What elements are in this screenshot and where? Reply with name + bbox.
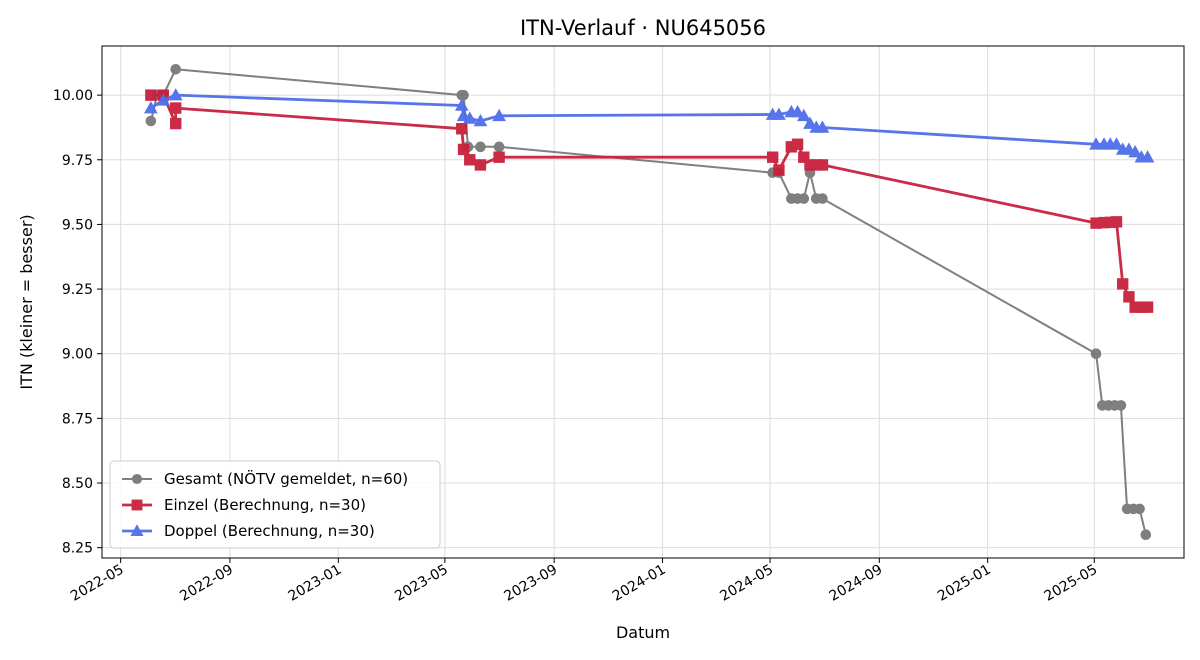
series-gesamt-point <box>1140 529 1152 541</box>
x-axis-label: Datum <box>616 623 670 642</box>
y-tick-label: 9.75 <box>62 153 93 169</box>
series-gesamt-point <box>798 193 810 204</box>
series-doppel-point <box>1128 144 1142 158</box>
y-tick-label: 8.50 <box>62 476 93 492</box>
x-tick-label: 2023-09 <box>502 562 561 605</box>
series-gesamt-point <box>458 89 469 101</box>
series-gesamt-point <box>1115 400 1127 411</box>
x-tick-label: 2022-05 <box>68 562 127 605</box>
series-doppel-point <box>772 107 786 120</box>
legend-marker <box>131 473 143 485</box>
series-doppel-point <box>144 101 158 114</box>
x-tick-label: 2023-01 <box>286 562 345 605</box>
series-einzel-point <box>791 138 804 150</box>
series-einzel-line <box>150 93 1148 309</box>
series-einzel-point <box>493 151 505 163</box>
series-einzel-point <box>773 164 785 176</box>
chart-title: ITN-Verlauf · NU645056 <box>520 16 766 40</box>
series-einzel-point <box>474 159 487 171</box>
legend-label: Gesamt (NÖTV gemeldet, n=60) <box>164 469 408 488</box>
x-tick-label: 2025-05 <box>1042 562 1101 605</box>
series-doppel-point <box>1109 137 1124 150</box>
y-tick-label: 9.50 <box>62 217 93 233</box>
y-tick-label: 8.75 <box>62 411 93 427</box>
series-doppel-point <box>492 108 506 122</box>
x-tick-label: 2025-01 <box>935 562 994 605</box>
series-einzel-point <box>1123 291 1135 303</box>
series-einzel-point <box>456 123 468 135</box>
plot-frame <box>101 45 1185 559</box>
series-doppel-point <box>168 88 183 101</box>
series-gesamt-point <box>170 63 182 75</box>
x-tick-label: 2023-05 <box>392 562 451 605</box>
legend-entry <box>122 499 152 511</box>
series-doppel-point <box>796 108 811 122</box>
series-doppel-point <box>815 120 830 133</box>
x-tick-label: 2024-05 <box>717 562 776 605</box>
legend: Gesamt (NÖTV gemeldet, n=60) Einzel (Bere… <box>109 460 441 549</box>
series-einzel-point <box>816 159 829 171</box>
y-axis-label: ITN (kleiner = besser) <box>17 214 36 389</box>
legend-box <box>109 460 441 549</box>
x-tick-label: 2022-09 <box>177 562 236 605</box>
series-doppel-line <box>150 93 1148 159</box>
series-doppel-point <box>1140 150 1155 163</box>
series-doppel-point <box>454 98 469 111</box>
legend-label: Doppel (Berechnung, n=30) <box>164 522 375 540</box>
x-axis: 2022-05 2022-09 2023-01 2023-05 2023-09 2024-… <box>68 558 1100 605</box>
series-gesamt-point <box>1134 503 1145 515</box>
legend-entry <box>122 473 152 485</box>
y-tick-label: 8.25 <box>62 541 93 557</box>
series-gesamt-point <box>817 193 828 204</box>
series-einzel-point <box>464 154 476 166</box>
y-axis: 8.25 8.50 8.75 9.00 9.25 9.50 9.75 10.00 <box>53 88 102 557</box>
series-doppel-point <box>156 93 171 106</box>
series-einzel-point <box>766 151 779 163</box>
series-einzel-point <box>1117 278 1129 290</box>
series-gesamt-point <box>1090 348 1102 360</box>
series-einzel-point <box>170 117 182 130</box>
series-einzel-point <box>1141 301 1154 313</box>
series-gesamt-point <box>475 141 486 153</box>
legend-marker <box>130 524 144 537</box>
legend-label: Einzel (Berechnung, n=30) <box>164 496 366 514</box>
series-einzel-point <box>145 89 157 101</box>
plot-series <box>144 63 1155 541</box>
series-einzel-point <box>1110 216 1123 228</box>
series-doppel-point <box>803 116 817 129</box>
x-tick-label: 2024-09 <box>827 562 886 605</box>
y-tick-label: 9.25 <box>62 282 93 298</box>
series-doppel-point <box>790 104 805 118</box>
x-tick-label: 2024-01 <box>610 562 669 605</box>
series-doppel-point <box>473 113 488 127</box>
series-einzel-point <box>170 102 182 114</box>
series-gesamt-point <box>493 141 505 153</box>
series-einzel-point <box>798 151 810 163</box>
series-einzel <box>145 89 1154 313</box>
series-doppel-point <box>462 111 477 124</box>
y-tick-label: 10.00 <box>53 88 93 104</box>
series-einzel-point <box>457 143 470 156</box>
legend-marker <box>131 499 143 511</box>
y-tick-label: 9.00 <box>62 347 93 363</box>
series-gesamt-point <box>145 115 157 127</box>
series-doppel <box>144 88 1155 163</box>
legend-entry <box>122 524 152 537</box>
